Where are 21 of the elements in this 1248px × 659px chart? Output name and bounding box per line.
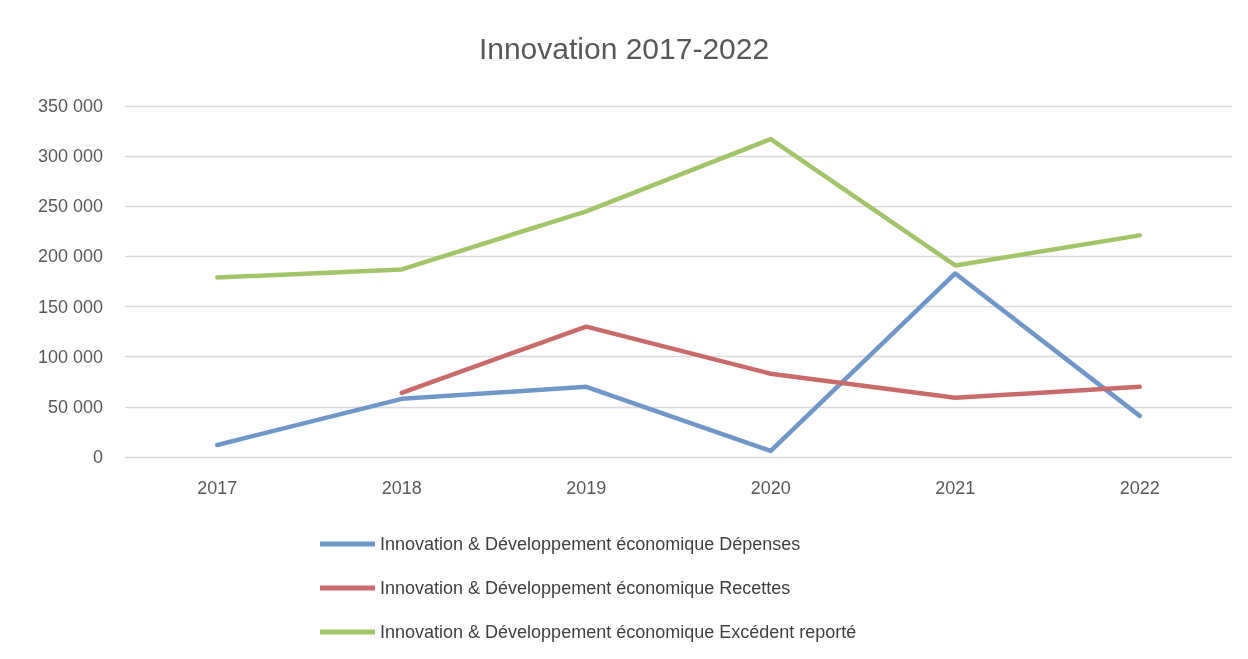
y-tick-label: 150 000 bbox=[37, 296, 103, 317]
legend-label: Innovation & Développement économique Recettes bbox=[380, 578, 791, 598]
legend-label: Innovation & Développement économique Excédent reporté bbox=[380, 622, 857, 642]
line-series bbox=[399, 324, 1142, 401]
y-tick-label: 250 000 bbox=[37, 196, 103, 217]
y-tick-label: 0 bbox=[92, 447, 103, 467]
x-tick-label: 2018 bbox=[381, 478, 422, 498]
line-series bbox=[215, 271, 1142, 454]
line-series bbox=[215, 136, 1142, 280]
y-tick-label: 100 000 bbox=[37, 346, 103, 367]
chart-title: Innovation 2017-2022 bbox=[478, 31, 770, 65]
y-tick-label: 350 000 bbox=[37, 96, 103, 116]
y-tick-label: 300 000 bbox=[37, 146, 103, 167]
x-tick-label: 2020 bbox=[750, 478, 791, 498]
legend-label: Innovation & Développement économique Dépenses bbox=[380, 534, 801, 554]
x-tick-label: 2019 bbox=[566, 478, 607, 498]
y-tick-label: 50 000 bbox=[47, 396, 103, 417]
x-tick-label: 2017 bbox=[197, 478, 238, 498]
x-tick-label: 2022 bbox=[1119, 478, 1160, 498]
y-tick-label: 200 000 bbox=[37, 246, 103, 267]
x-tick-label: 2021 bbox=[935, 478, 976, 498]
